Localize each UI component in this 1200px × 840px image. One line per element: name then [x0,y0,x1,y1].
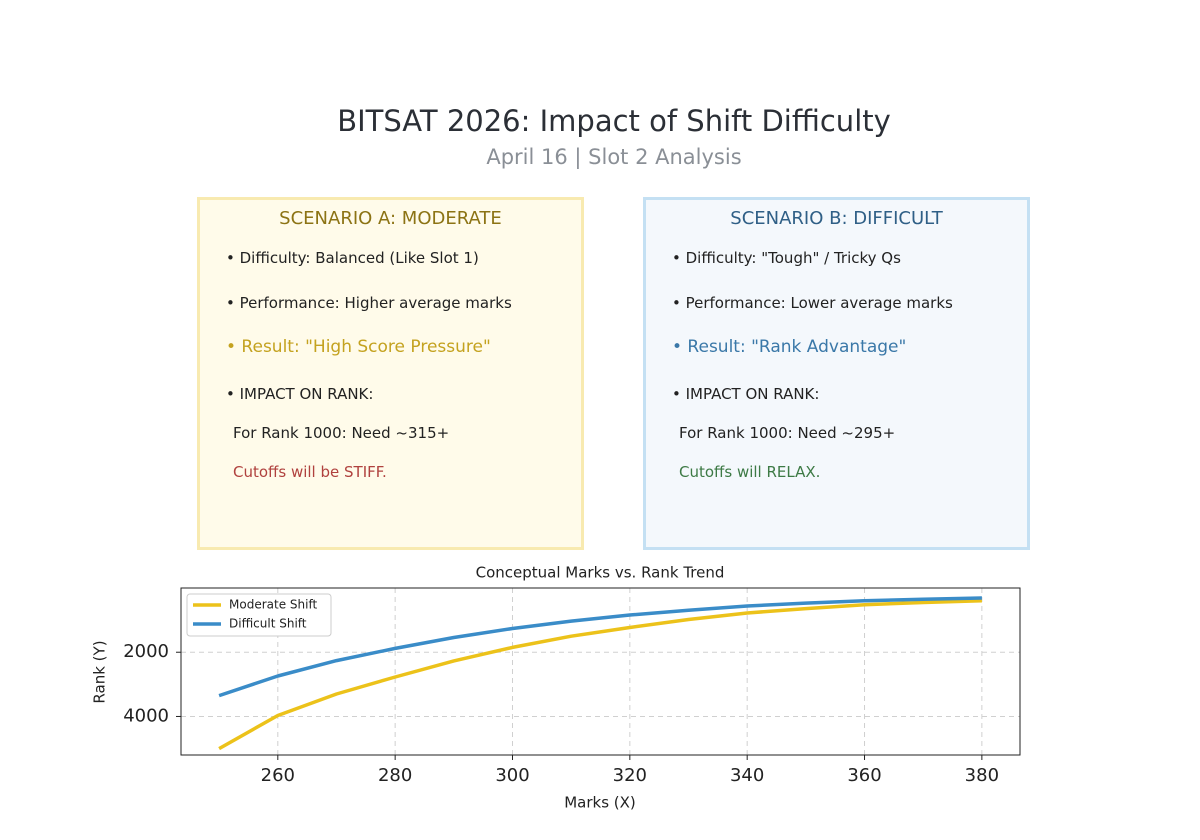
series-line [218,599,982,751]
panel-line: • IMPACT ON RANK: [672,385,820,403]
y-tick-label: 4000 [123,705,169,726]
panel-line: • Result: "High Score Pressure" [226,337,491,357]
legend-label: Moderate Shift [229,598,317,612]
legend-label: Difficult Shift [229,617,307,631]
panel-line: • Performance: Lower average marks [672,294,953,312]
x-tick-label: 280 [378,765,412,786]
panel-title: SCENARIO B: DIFFICULT [730,208,943,229]
series-line [218,596,982,698]
panel-line: Cutoffs will be STIFF. [233,463,387,481]
panel-line: • Difficulty: "Tough" / Tricky Qs [672,249,901,267]
panel-title: SCENARIO A: MODERATE [279,208,502,229]
scenario-panel: SCENARIO A: MODERATE • Difficulty: Balan… [197,197,584,550]
panel-line: For Rank 1000: Need ~315+ [233,424,450,442]
panel-line: • IMPACT ON RANK: [226,385,374,403]
y-axis-label: Rank (Y) [91,640,109,703]
x-axis-label: Marks (X) [564,794,636,812]
y-tick-label: 2000 [123,641,169,662]
chart-title: Conceptual Marks vs. Rank Trend [476,564,725,582]
page-title: BITSAT 2026: Impact of Shift Difficulty [337,104,891,138]
legend-box [186,593,332,637]
x-tick-label: 340 [730,765,764,786]
scenario-panel: SCENARIO B: DIFFICULT • Difficulty: "Tou… [643,197,1030,550]
x-tick-label: 320 [613,765,647,786]
panel-line: For Rank 1000: Need ~295+ [679,424,896,442]
panel-line: Cutoffs will RELAX. [679,463,821,481]
panel-line: • Performance: Higher average marks [226,294,512,312]
x-tick-label: 360 [847,765,881,786]
panel-line: • Result: "Rank Advantage" [672,337,907,357]
panel-line: • Difficulty: Balanced (Like Slot 1) [226,249,479,267]
x-tick-label: 300 [495,765,529,786]
x-tick-label: 260 [261,765,295,786]
plot-frame [180,587,1021,756]
page-subtitle: April 16 | Slot 2 Analysis [486,145,742,169]
x-tick-label: 380 [965,765,999,786]
